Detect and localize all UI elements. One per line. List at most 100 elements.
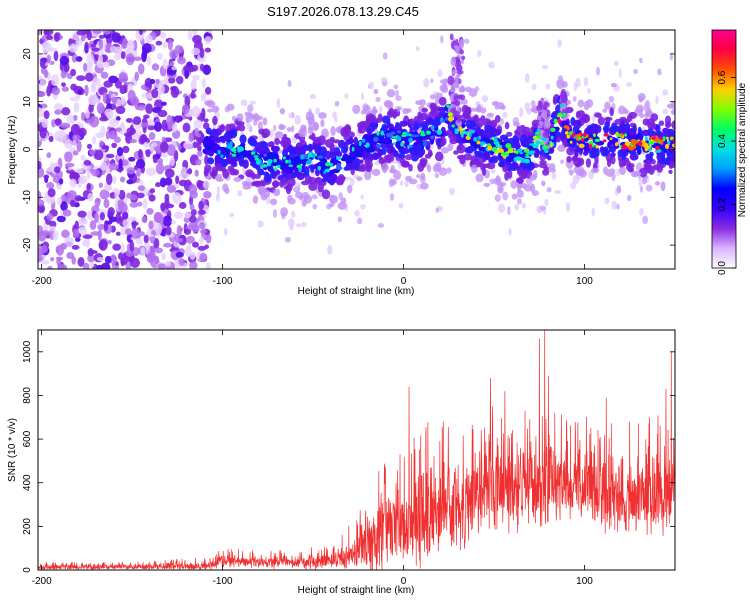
spectrogram-cell [144, 235, 149, 244]
spectrogram-cell [493, 129, 502, 136]
spectrogram-cell [435, 138, 441, 144]
spectrogram-cell [464, 39, 470, 44]
spectrogram-cell [336, 178, 343, 185]
spectrogram-cell [120, 122, 124, 128]
spectrogram-cell [105, 62, 109, 69]
spectrogram-cell [176, 116, 180, 123]
spectrogram-cell [278, 124, 284, 130]
spectrogram-cell [179, 202, 187, 209]
spectrogram-cell [84, 160, 92, 166]
spectrogram-cell [381, 163, 388, 172]
spectrogram-cell [487, 146, 492, 151]
spectrogram-cell [87, 193, 93, 202]
spectrogram-cell [88, 94, 98, 105]
spectrogram-cell [397, 130, 401, 133]
spectrogram-cell [532, 84, 537, 90]
spectrogram-cell [488, 121, 493, 125]
spectrogram-cell [131, 228, 140, 239]
spectrogram-cell [253, 195, 258, 204]
spectrogram-cell [258, 121, 263, 130]
spectrogram-cell [110, 46, 117, 53]
spectrogram-cell [117, 147, 123, 157]
spectrogram-cell [423, 123, 428, 129]
spectrogram-cell [46, 54, 51, 63]
spectrogram-cell [74, 102, 80, 113]
spectrogram-cell [70, 69, 76, 76]
spectrogram-cell [454, 82, 459, 87]
spectrogram-cell [658, 149, 661, 153]
spectrogram-cell [566, 147, 574, 155]
spectrogram-cell [178, 145, 182, 151]
spectrogram-cell [41, 119, 48, 128]
spectrogram-cell [199, 47, 204, 58]
spectrogram-cell [160, 32, 167, 39]
spectrogram-cell [204, 36, 211, 44]
spectrogram-cell [469, 130, 475, 134]
spectrogram-cell [487, 162, 496, 169]
spectrogram-cell [184, 213, 191, 219]
spectrogram-cell [477, 140, 481, 144]
spectrogram-cell [525, 156, 531, 158]
spectrogram-cell [290, 148, 298, 153]
spectrogram-cell [253, 181, 262, 186]
spectrogram-cell [186, 236, 195, 244]
spectrogram-cell [438, 69, 443, 77]
spectrogram-cell [168, 39, 173, 51]
spectrogram-cell [325, 151, 331, 160]
spectrogram-cell [161, 253, 166, 260]
spectrogram-cell [482, 95, 488, 102]
spectrogram-cell [111, 32, 121, 42]
spectrogram-cell [150, 79, 155, 84]
spectrogram-cell [578, 166, 585, 175]
spectrogram-cell [312, 204, 317, 210]
spectrogram-cell [546, 83, 551, 89]
spectrogram-cell [298, 128, 307, 137]
spectrogram-cell [338, 216, 342, 222]
spectrogram-cell [228, 165, 235, 171]
spectrogram-cell [408, 138, 413, 143]
spectrogram-cell [170, 62, 175, 67]
spectrogram-cell [361, 110, 366, 115]
snr-y-label: SNR (10 * v/v) [7, 418, 18, 482]
spectrogram-cell [91, 81, 96, 93]
spectrogram-cell [467, 146, 474, 154]
spectrogram-cell [336, 166, 342, 170]
spectrogram-cell [138, 185, 145, 191]
spectrogram-cell [405, 154, 413, 160]
spectrogram-cell [660, 137, 663, 140]
spectrogram-cell [42, 59, 46, 66]
spectrogram-cell [557, 39, 562, 47]
spectrogram-cell [156, 79, 160, 84]
spectrogram-cell [46, 35, 53, 40]
spectrogram-cell [604, 102, 610, 110]
spectrogram-cell [157, 110, 167, 117]
spectrogram-cell [645, 154, 650, 160]
spectrogram-cell [97, 257, 104, 261]
spectrogram-cell [666, 137, 669, 140]
spectrogram-cell [309, 135, 314, 140]
spectrogram-cell [216, 177, 224, 181]
spectrogram-cell [101, 161, 107, 170]
spectrogram-cell [100, 212, 105, 220]
spectrogram-cell [204, 100, 212, 105]
spectrogram-cell [89, 263, 95, 268]
spectrogram-cell [37, 234, 46, 241]
spectrogram-cell [361, 93, 364, 100]
spectrogram-cell [224, 136, 230, 142]
spectrogram-cell [661, 181, 666, 191]
spectrogram-cell [502, 112, 507, 118]
spectrogram-cell [617, 185, 622, 193]
spectrogram-cell [160, 141, 168, 153]
spectrogram-cell [195, 159, 201, 165]
spectrogram-cell [665, 121, 672, 127]
spectrogram-cell [539, 154, 545, 160]
spectrogram-cell [246, 123, 251, 129]
spectrogram-cell [594, 113, 602, 118]
spectrogram-cell [560, 104, 565, 107]
spectrogram-cell [644, 164, 651, 173]
spectrogram-cell [445, 117, 448, 121]
spectrogram-cell [356, 176, 362, 181]
spectrogram-cell [62, 86, 69, 91]
spectrogram-cell [536, 135, 542, 138]
spectrogram-cell [92, 136, 96, 144]
